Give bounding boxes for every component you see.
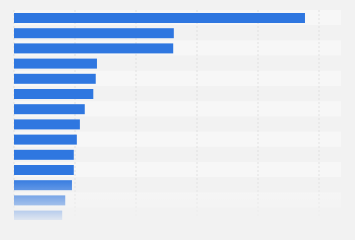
bar — [14, 134, 77, 145]
bar — [14, 165, 74, 175]
bar — [14, 58, 97, 69]
bar — [14, 89, 94, 99]
bar — [14, 73, 96, 84]
row-stripe — [14, 70, 341, 86]
row-stripe — [14, 101, 341, 117]
chart — [0, 10, 355, 220]
bar — [14, 104, 85, 115]
row-stripe — [14, 146, 341, 162]
bar — [14, 28, 174, 39]
row-stripe — [14, 162, 341, 178]
bar — [14, 13, 305, 23]
row-stripe — [14, 116, 341, 132]
fade-overlay — [0, 178, 355, 220]
row-stripe — [14, 131, 341, 147]
row-stripe — [14, 86, 341, 102]
bar — [14, 119, 80, 130]
bar — [14, 43, 174, 54]
bar — [14, 149, 74, 160]
